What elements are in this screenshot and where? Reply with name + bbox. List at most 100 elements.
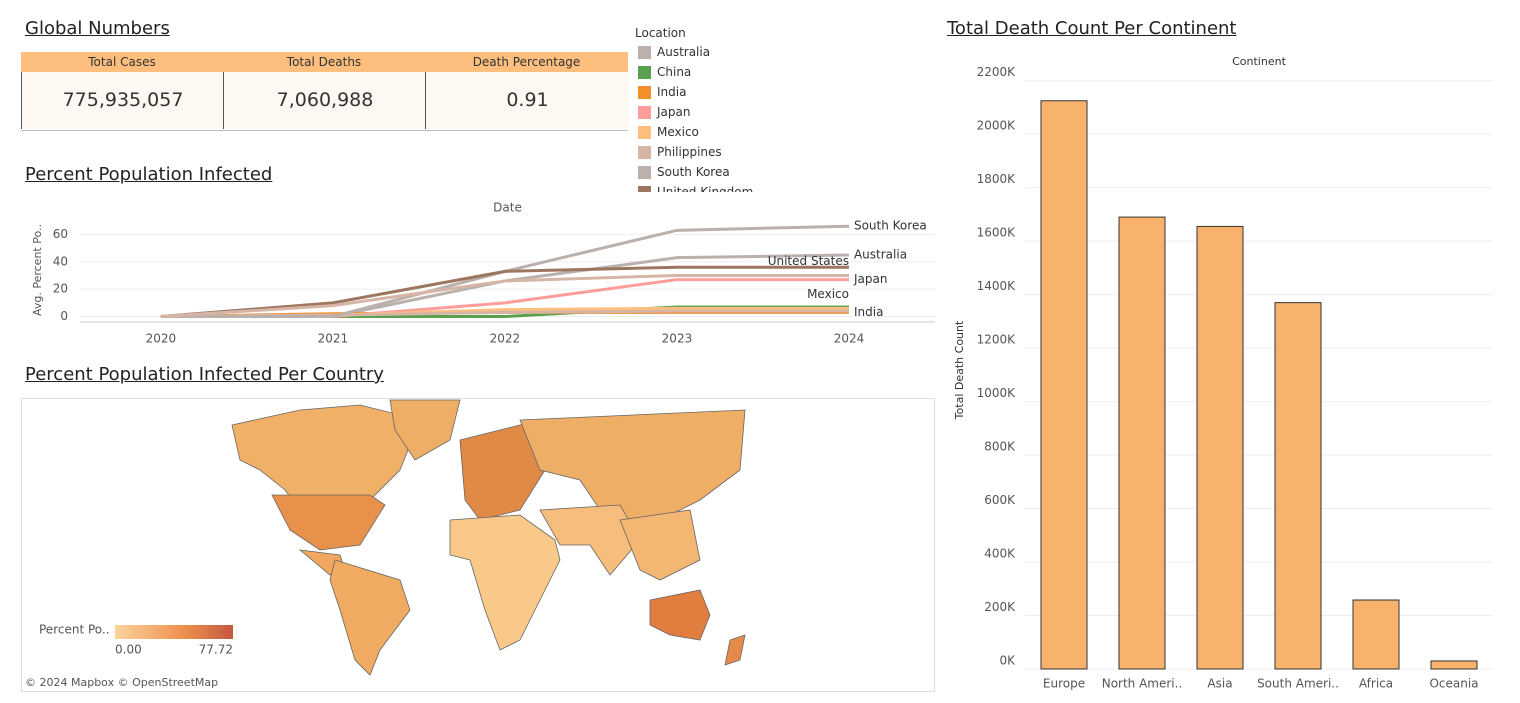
country-shape: [649, 589, 711, 641]
legend-item: United Kingdom: [635, 182, 775, 192]
country-shape: [329, 559, 411, 676]
y-tick-label: 1600K: [977, 226, 1017, 240]
legend-swatch: [638, 185, 651, 192]
y-tick-label: 2200K: [977, 65, 1017, 79]
kpi-header: Death Percentage: [425, 52, 628, 72]
bar: [1118, 216, 1166, 670]
country-shape: [449, 514, 561, 651]
y-tick-label: 0: [60, 309, 68, 323]
x-tick-label: Oceania: [1429, 677, 1478, 691]
country-shape: [619, 509, 701, 581]
kpi-value: 775,935,057: [21, 72, 224, 129]
y-tick-label: 1200K: [977, 333, 1017, 347]
line-end-label: South Korea: [854, 219, 927, 233]
section-title: Percent Population Infected: [25, 164, 273, 185]
kpi-header: Total Deaths: [223, 52, 425, 72]
line-end-label: United States: [768, 254, 849, 268]
legend-swatch: [638, 65, 651, 79]
legend-item: China: [635, 62, 775, 82]
legend-label: South Korea: [657, 165, 730, 179]
kpi-value: 7,060,988: [223, 72, 426, 129]
bar: [1430, 660, 1478, 670]
y-tick-label: 400K: [984, 547, 1016, 561]
section-title: Global Numbers: [25, 18, 170, 39]
x-tick-label: South Ameri..: [1257, 677, 1339, 691]
kpi-header: Total Cases: [21, 52, 223, 72]
line-series: [160, 273, 849, 319]
x-tick-label: Europe: [1043, 677, 1085, 691]
y-tick-label: 600K: [984, 493, 1016, 507]
x-tick-label: 2020: [146, 332, 177, 346]
legend-label: Japan: [657, 105, 691, 119]
legend-title: Location: [635, 26, 686, 40]
line-end-label: Mexico: [807, 287, 849, 301]
y-tick-label: 20: [53, 282, 68, 296]
map-legend-max: 77.72: [199, 643, 233, 657]
legend-item: Australia: [635, 42, 775, 62]
x-axis-title: Date: [493, 201, 522, 215]
x-tick-label: 2021: [318, 332, 349, 346]
y-tick-label: 2000K: [977, 119, 1017, 133]
legend-label: India: [657, 85, 687, 99]
y-tick-label: 800K: [984, 440, 1016, 454]
x-tick-label: 2022: [490, 332, 521, 346]
x-tick-label: 2024: [834, 332, 865, 346]
section-title: Total Death Count Per Continent: [947, 18, 1237, 39]
legend-label: China: [657, 65, 692, 79]
y-tick-label: 0K: [999, 654, 1016, 668]
x-tick-label: North Ameri..: [1102, 677, 1183, 691]
bar-chart: Continent Total Death Count 0K 200K 400K 600K…: [953, 55, 1493, 691]
y-tick-label: 60: [53, 227, 68, 241]
y-tick-label: 1400K: [977, 279, 1017, 293]
country-shape: [271, 494, 386, 551]
x-tick-label: Asia: [1207, 677, 1232, 691]
legend-item: Mexico: [635, 122, 775, 142]
bar: [1352, 599, 1400, 670]
y-tick-label: 200K: [984, 600, 1016, 614]
legend-swatch: [638, 145, 651, 159]
bar: [1040, 100, 1088, 670]
country-shape: [389, 399, 461, 461]
kpi-value: 0.91: [425, 72, 629, 129]
legend-item: Philippines: [635, 142, 775, 162]
line-chart: Date Avg. Percent Po.. 0 20 40 60 2020 2021 2022…: [31, 201, 935, 346]
land: [231, 399, 746, 676]
line-end-label: Australia: [854, 247, 907, 261]
legend-label: Australia: [657, 45, 711, 59]
line-series: [160, 265, 849, 319]
map: Percent Po.. 0.00 77.72 © 2024 Mapbox © …: [21, 398, 935, 692]
line-end-label: Japan: [853, 272, 887, 286]
legend-item: India: [635, 82, 775, 102]
legend-item: Japan: [635, 102, 775, 122]
line-end-label: India: [854, 305, 883, 319]
country-shape: [539, 504, 641, 576]
y-axis-title: Avg. Percent Po..: [31, 224, 44, 316]
country-shape: [724, 634, 746, 666]
bar: [1196, 225, 1244, 670]
legend-item: South Korea: [635, 162, 775, 182]
y-axis-title: Total Death Count: [953, 320, 966, 420]
section-title: Percent Population Infected Per Country: [25, 364, 384, 385]
y-tick-label: 40: [53, 254, 68, 268]
x-axis-title: Continent: [1232, 55, 1286, 68]
legend-swatch: [638, 85, 651, 99]
legend-label: United Kingdom: [657, 185, 754, 192]
y-tick-label: 1800K: [977, 172, 1017, 186]
legend-label: Mexico: [657, 125, 699, 139]
legend-swatch: [638, 45, 651, 59]
x-tick-label: 2023: [662, 332, 693, 346]
map-attribution: © 2024 Mapbox © OpenStreetMap: [25, 676, 218, 689]
y-tick-label: 1000K: [977, 386, 1017, 400]
legend-label: Philippines: [657, 145, 722, 159]
x-tick-label: Africa: [1359, 677, 1393, 691]
legend: Location Australia China India Japan Mexico P…: [635, 26, 775, 192]
color-scale: [115, 625, 233, 639]
legend-swatch: [638, 125, 651, 139]
map-legend-title: Percent Po..: [39, 623, 110, 637]
legend-swatch: [638, 105, 651, 119]
legend-swatch: [638, 165, 651, 179]
kpi-table: Total Cases Total Deaths Death Percentag…: [21, 52, 629, 131]
map-legend-min: 0.00: [115, 643, 142, 657]
bar: [1274, 302, 1322, 670]
